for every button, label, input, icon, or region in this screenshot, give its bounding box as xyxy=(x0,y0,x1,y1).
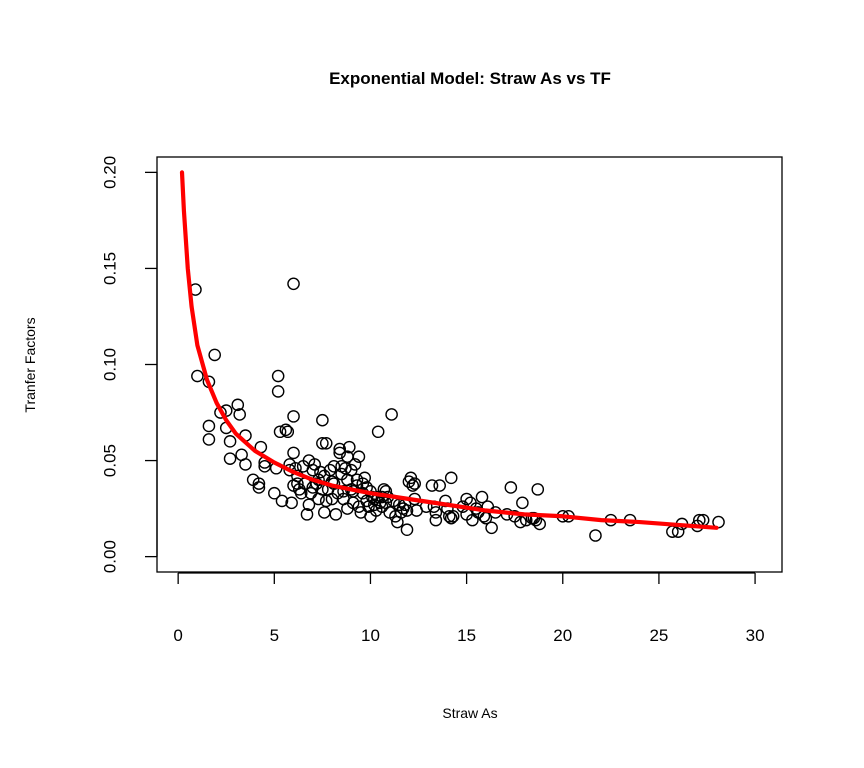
x-tick-label: 25 xyxy=(649,626,668,645)
data-point xyxy=(208,348,221,362)
data-point xyxy=(223,435,237,448)
data-point xyxy=(348,458,362,471)
data-point xyxy=(460,492,473,506)
data-point xyxy=(352,450,366,464)
x-tick-label: 20 xyxy=(553,626,572,645)
y-axis: 0.00 0.05 0.10 0.15 0.20 xyxy=(101,156,158,573)
y-tick-label: 0.00 xyxy=(101,540,120,573)
data-point xyxy=(300,508,314,521)
x-axis: 0 5 10 15 20 25 30 xyxy=(173,572,765,645)
y-tick-label: 0.05 xyxy=(101,444,120,477)
data-point xyxy=(333,446,346,460)
data-point xyxy=(333,442,346,456)
data-point xyxy=(475,490,489,504)
data-point xyxy=(275,494,289,508)
data-point xyxy=(356,477,370,490)
data-point xyxy=(279,423,293,437)
data-point xyxy=(316,436,329,450)
data-point xyxy=(287,446,300,460)
chart-title: Exponential Model: Straw As vs TF xyxy=(329,69,611,88)
x-tick-label: 5 xyxy=(270,626,279,645)
data-point xyxy=(281,425,295,439)
data-point xyxy=(429,513,443,527)
data-point xyxy=(425,479,439,492)
data-point xyxy=(433,479,446,492)
data-point xyxy=(444,511,458,525)
data-point xyxy=(485,521,498,535)
fit-curve-group xyxy=(179,170,719,530)
data-point xyxy=(318,506,331,519)
data-point xyxy=(589,529,602,542)
data-point xyxy=(343,440,356,454)
data-point xyxy=(287,410,300,423)
data-point xyxy=(233,408,246,421)
data-point xyxy=(400,523,414,537)
data-points xyxy=(189,277,725,542)
data-point xyxy=(316,413,329,427)
data-point xyxy=(516,496,529,510)
data-point xyxy=(252,481,266,494)
data-point xyxy=(231,398,245,412)
x-tick-label: 30 xyxy=(746,626,765,645)
y-axis-label: Tranfer Factors xyxy=(22,317,38,412)
data-point xyxy=(444,471,458,485)
data-point xyxy=(202,419,216,433)
data-point xyxy=(252,477,266,490)
data-point xyxy=(271,369,285,383)
data-point xyxy=(306,463,320,477)
data-point xyxy=(408,477,421,490)
data-point xyxy=(533,517,546,531)
data-point xyxy=(329,508,343,521)
data-point xyxy=(239,458,252,471)
x-axis-label: Straw As xyxy=(442,705,497,721)
y-tick-label: 0.10 xyxy=(101,348,120,381)
data-point xyxy=(358,471,371,485)
fit-curve xyxy=(179,170,719,530)
x-tick-label: 0 xyxy=(173,626,182,645)
data-point xyxy=(514,515,527,529)
data-point xyxy=(406,479,420,492)
data-point xyxy=(446,509,460,523)
data-point xyxy=(504,481,518,494)
data-point xyxy=(443,509,456,523)
y-tick-label: 0.15 xyxy=(101,252,120,285)
data-point xyxy=(223,452,237,465)
data-point xyxy=(287,277,300,291)
data-point xyxy=(314,465,327,479)
y-tick-label: 0.20 xyxy=(101,156,120,189)
data-point xyxy=(273,425,287,439)
data-point xyxy=(531,483,545,496)
data-point xyxy=(285,496,298,510)
data-point xyxy=(191,369,204,383)
data-point xyxy=(271,385,285,398)
data-point xyxy=(429,506,443,519)
x-tick-label: 15 xyxy=(457,626,476,645)
data-point xyxy=(385,408,398,421)
data-point xyxy=(371,425,385,439)
data-point xyxy=(268,486,281,500)
data-point xyxy=(400,504,414,517)
x-tick-label: 10 xyxy=(361,626,380,645)
data-point xyxy=(319,436,333,450)
data-point xyxy=(202,433,216,446)
